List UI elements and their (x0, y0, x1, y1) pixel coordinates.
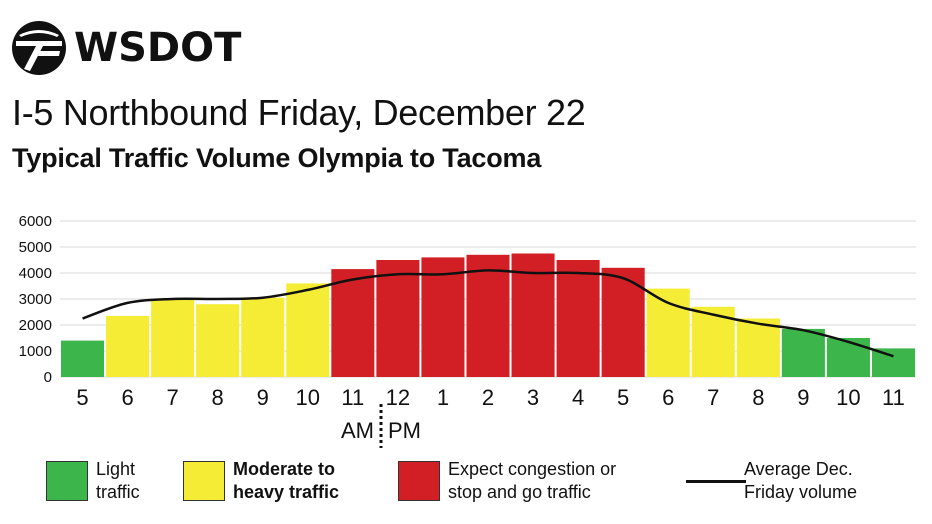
legend-label-light: Light traffic (96, 459, 140, 502)
wsdot-logo-icon (12, 21, 66, 75)
x-tick-label: 8 (752, 385, 764, 410)
bar-layer (61, 253, 915, 377)
chart-subtitle: Typical Traffic Volume Olympia to Tacoma (12, 143, 542, 173)
x-tick-label: 6 (121, 385, 133, 410)
legend-swatch-light (46, 461, 88, 501)
legend-moderate: Moderate to heavy traffic (183, 458, 339, 504)
bar (556, 260, 600, 377)
y-tick-label: 6000 (19, 213, 52, 230)
x-tick-label: 8 (212, 385, 224, 410)
legend-label-moderate: Moderate to heavy traffic (233, 459, 340, 502)
bar (196, 304, 240, 377)
line-layer (82, 269, 894, 358)
y-tick-label: 3000 (19, 291, 52, 308)
logo-text: WSDOT (74, 25, 242, 71)
legend-swatch-moderate (183, 461, 225, 501)
x-tick-label: 7 (707, 385, 719, 410)
bar (466, 254, 510, 377)
y-tick-label: 5000 (19, 239, 52, 256)
y-tick-labels: 0 1000 2000 3000 4000 5000 6000 (19, 213, 52, 386)
bar (871, 348, 915, 377)
bar (781, 328, 825, 377)
x-tick-label: 10 (296, 385, 320, 410)
am-label: AM (341, 418, 374, 443)
x-tick-label: 3 (527, 385, 539, 410)
chart-title: I-5 Northbound Friday, December 22 (12, 92, 586, 133)
legend-label-average: Average Dec. Friday volume (744, 459, 858, 502)
x-tick-label: 5 (76, 385, 88, 410)
average-volume-line (82, 269, 894, 358)
y-tick-label: 4000 (19, 265, 52, 282)
pm-label: PM (388, 418, 421, 443)
x-tick-label: 9 (257, 385, 269, 410)
x-tick-label: 5 (617, 385, 629, 410)
x-tick-labels: 5 6 7 8 9 10 11 12 1 2 3 4 5 6 7 8 9 10 11 (76, 385, 904, 410)
bar (151, 299, 195, 377)
bar (61, 340, 105, 377)
legend-light: Light traffic (46, 458, 140, 504)
x-tick-label: 12 (386, 385, 410, 410)
bar (826, 338, 870, 377)
x-tick-label: 2 (482, 385, 494, 410)
x-tick-label: 4 (572, 385, 584, 410)
legend-swatch-congestion (398, 461, 440, 501)
legend-line-average (686, 479, 746, 483)
legend-congestion: Expect congestion or stop and go traffic (398, 458, 616, 504)
bar (286, 283, 330, 377)
bar (106, 315, 150, 377)
y-tick-label: 2000 (19, 317, 52, 334)
x-tick-label: 10 (836, 385, 860, 410)
y-tick-label: 0 (44, 369, 52, 386)
bar (376, 260, 420, 377)
y-tick-label: 1000 (19, 343, 52, 360)
legend-average: Average Dec. Friday volume (686, 458, 859, 504)
x-tick-label: 1 (437, 385, 449, 410)
bar (421, 257, 465, 377)
x-tick-label: 11 (882, 385, 905, 410)
bar (241, 297, 285, 377)
x-tick-label: 7 (167, 385, 179, 410)
legend-label-congestion: Expect congestion or stop and go traffic (448, 459, 617, 502)
bar (736, 318, 780, 377)
x-tick-label: 9 (797, 385, 809, 410)
x-tick-label: 11 (341, 385, 364, 410)
logo: WSDOT (10, 18, 241, 78)
x-tick-label: 6 (662, 385, 674, 410)
bar (331, 269, 375, 377)
